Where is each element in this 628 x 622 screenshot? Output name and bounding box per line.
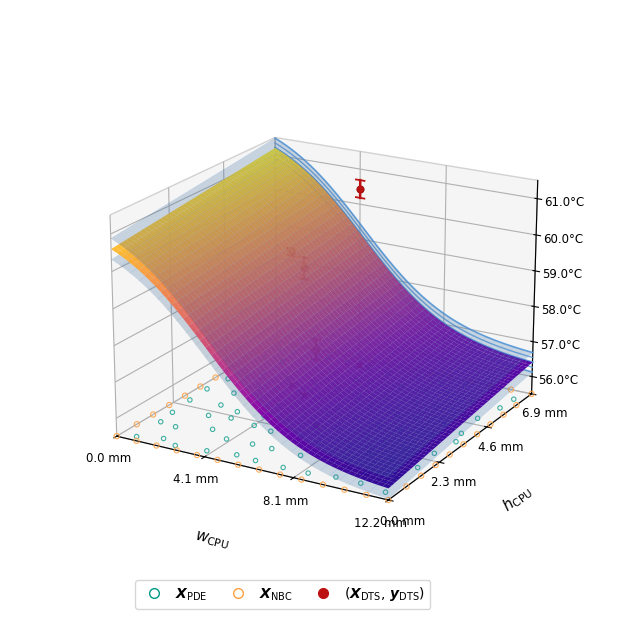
Y-axis label: $h_{\mathrm{CPU}}$: $h_{\mathrm{CPU}}$	[499, 481, 536, 516]
Legend: $\boldsymbol{X}_{\mathrm{PDE}}$, $\boldsymbol{X}_{\mathrm{NBC}}$, $(\boldsymbol{: $\boldsymbol{X}_{\mathrm{PDE}}$, $\bolds…	[135, 580, 430, 609]
X-axis label: $w_{\mathrm{CPU}}$: $w_{\mathrm{CPU}}$	[193, 528, 231, 552]
